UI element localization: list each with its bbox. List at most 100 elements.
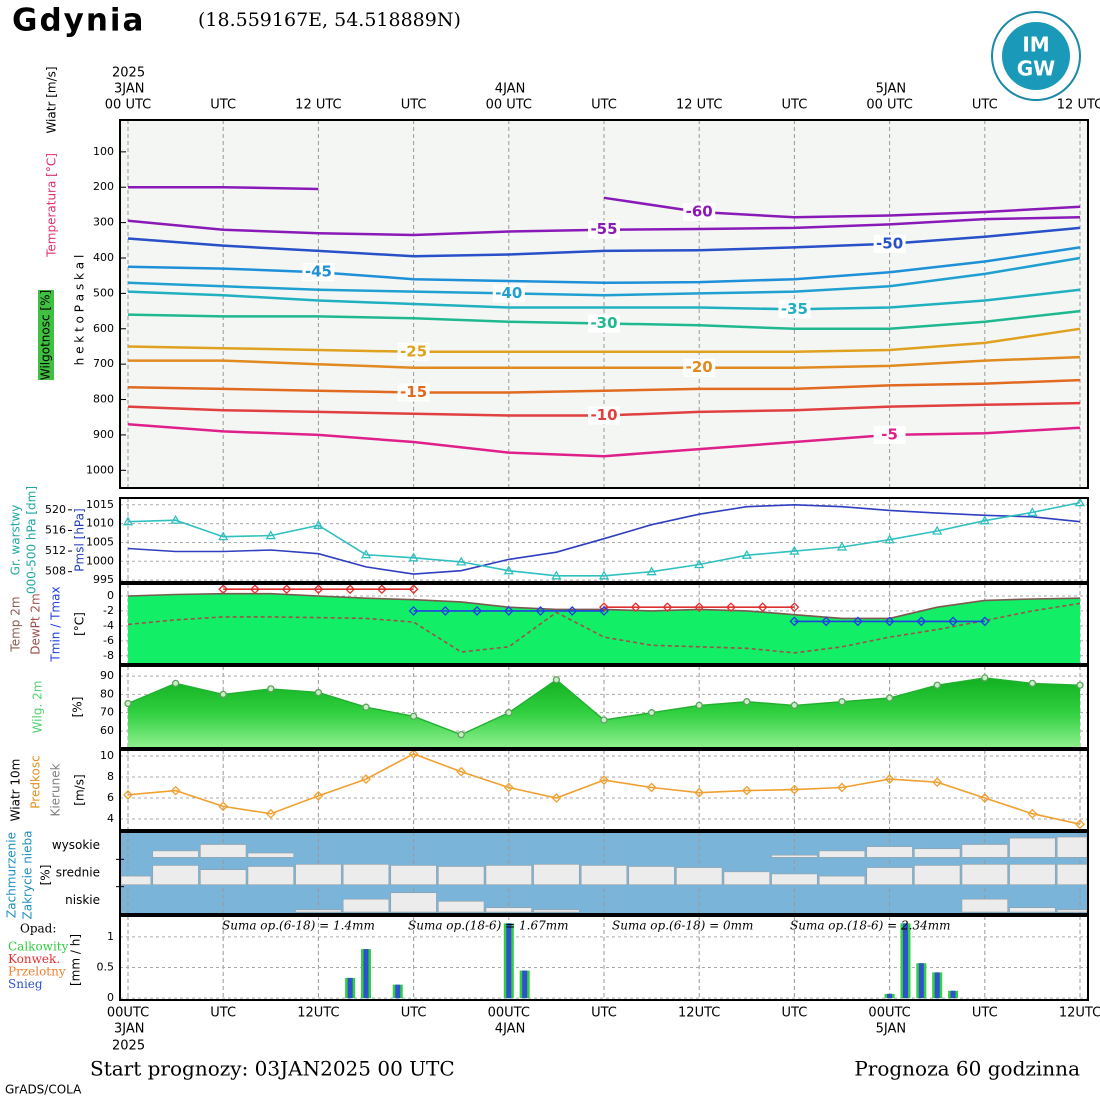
date-label: 5JAN [876, 1022, 907, 1037]
layer-label: srednie [56, 866, 100, 880]
precip-bar [887, 993, 893, 999]
legend-entry: Konwek. [8, 952, 60, 966]
y-tick-label: 800 [93, 393, 114, 406]
marker [265, 530, 276, 540]
cloud-bar [533, 909, 580, 913]
marker [551, 793, 562, 803]
isotherm-label-bg [492, 284, 525, 303]
marker [265, 808, 276, 819]
logo: IM GW [991, 11, 1081, 101]
x-tick-label: UTC [972, 1006, 998, 1021]
marker [885, 694, 894, 702]
y-tick-label: -2 [103, 604, 114, 617]
logo-text: IM [1022, 33, 1049, 57]
cloud-bar [1056, 909, 1088, 913]
precip-bar [347, 977, 353, 999]
x-tick-label: UTC [210, 98, 236, 113]
y-tick-label: 6 [107, 791, 114, 804]
area-fill [128, 593, 1080, 664]
area-fill [128, 677, 1080, 748]
cloud-bar [1056, 864, 1088, 885]
marker [313, 584, 324, 595]
marker [694, 559, 705, 569]
marker [979, 793, 990, 803]
credit: GrADS/COLA [5, 1083, 82, 1097]
precip-bar [934, 972, 940, 999]
series-line [127, 501, 1081, 577]
axis-label: Tmin / Tmax [49, 586, 63, 662]
isotherm-label-bg [873, 234, 906, 253]
marker [630, 602, 641, 613]
marker [1074, 497, 1086, 507]
legend-entry: Snieg [8, 977, 43, 991]
y-tick-label: 80 [100, 687, 114, 700]
marker [741, 785, 752, 796]
marker [313, 520, 324, 529]
x-tick-label: 12 UTC [1057, 98, 1100, 113]
marker [535, 605, 546, 616]
cloud-bar [961, 864, 1008, 885]
isotherm-label: -35 [781, 300, 808, 318]
precip-sum: Suma op.(6-18) = 0mm [612, 919, 753, 933]
y-tick-label: -6 [103, 634, 114, 647]
y-tick-label: 995 [93, 573, 114, 586]
cloud-bar [771, 854, 818, 858]
marker [408, 748, 419, 759]
precip-sum: Suma op.(18-6) = 2.34mm [790, 919, 951, 933]
y-tick-label: 400 [93, 251, 114, 264]
axis-label: h e k t o P a s k a l [73, 255, 87, 366]
cloud-bar [1009, 864, 1056, 885]
marker [1076, 681, 1084, 689]
y-tick-label: -4 [103, 619, 114, 632]
axis-label: [%] [71, 697, 85, 718]
year-label: 2025 [112, 66, 145, 81]
marker [456, 766, 467, 777]
marker [884, 534, 895, 544]
y-tick-label: 1005 [86, 535, 114, 548]
marker [647, 709, 656, 717]
y-tick-label: 500 [93, 286, 114, 299]
marker [218, 584, 229, 595]
panel-border [119, 665, 1089, 749]
marker [838, 698, 846, 706]
isotherm-label-bg [588, 220, 620, 239]
cloud-bar [818, 875, 866, 885]
marker [789, 784, 800, 795]
series-line [127, 753, 1081, 825]
y-tick-label: 60 [100, 724, 114, 737]
isotherm-label-bg [683, 358, 716, 377]
y-tick-label: 1015 [86, 498, 114, 511]
marker [836, 541, 848, 551]
forecast-range: Prognoza 60 godzinna [854, 1057, 1080, 1081]
y-tick-label: 900 [93, 428, 114, 441]
isotherm-label-bg [683, 203, 716, 221]
marker [218, 531, 229, 541]
marker [789, 602, 800, 613]
cloud-bar [438, 866, 485, 885]
y-tick-label: 300 [93, 216, 114, 229]
isotherm-label: -5 [881, 425, 898, 443]
cloud-bar [676, 867, 723, 885]
y-tick-label: 0 [107, 991, 114, 1004]
series-line [413, 610, 985, 623]
cloud-bar [1009, 837, 1056, 858]
marker [884, 774, 895, 785]
marker [694, 602, 705, 613]
x-tick-label: 00 UTC [486, 98, 532, 113]
date-label: 4JAN [495, 1022, 526, 1037]
y2-tick-label: 508 [45, 565, 66, 578]
isotherm-label: -10 [590, 406, 617, 424]
marker [932, 777, 943, 788]
y-tick-label: 8 [107, 770, 114, 783]
axis-label: Pmsl [hPa] [73, 508, 87, 571]
marker [821, 616, 832, 627]
cloud-bar [342, 864, 390, 885]
axis-label: Wilgotnosc [%] [39, 290, 53, 380]
y-tick-label: 700 [93, 357, 114, 370]
marker [551, 570, 562, 580]
x-tick-label: 12UTC [297, 1006, 339, 1021]
marker [552, 676, 561, 684]
marker [757, 602, 768, 613]
cloud-bar [342, 898, 390, 913]
